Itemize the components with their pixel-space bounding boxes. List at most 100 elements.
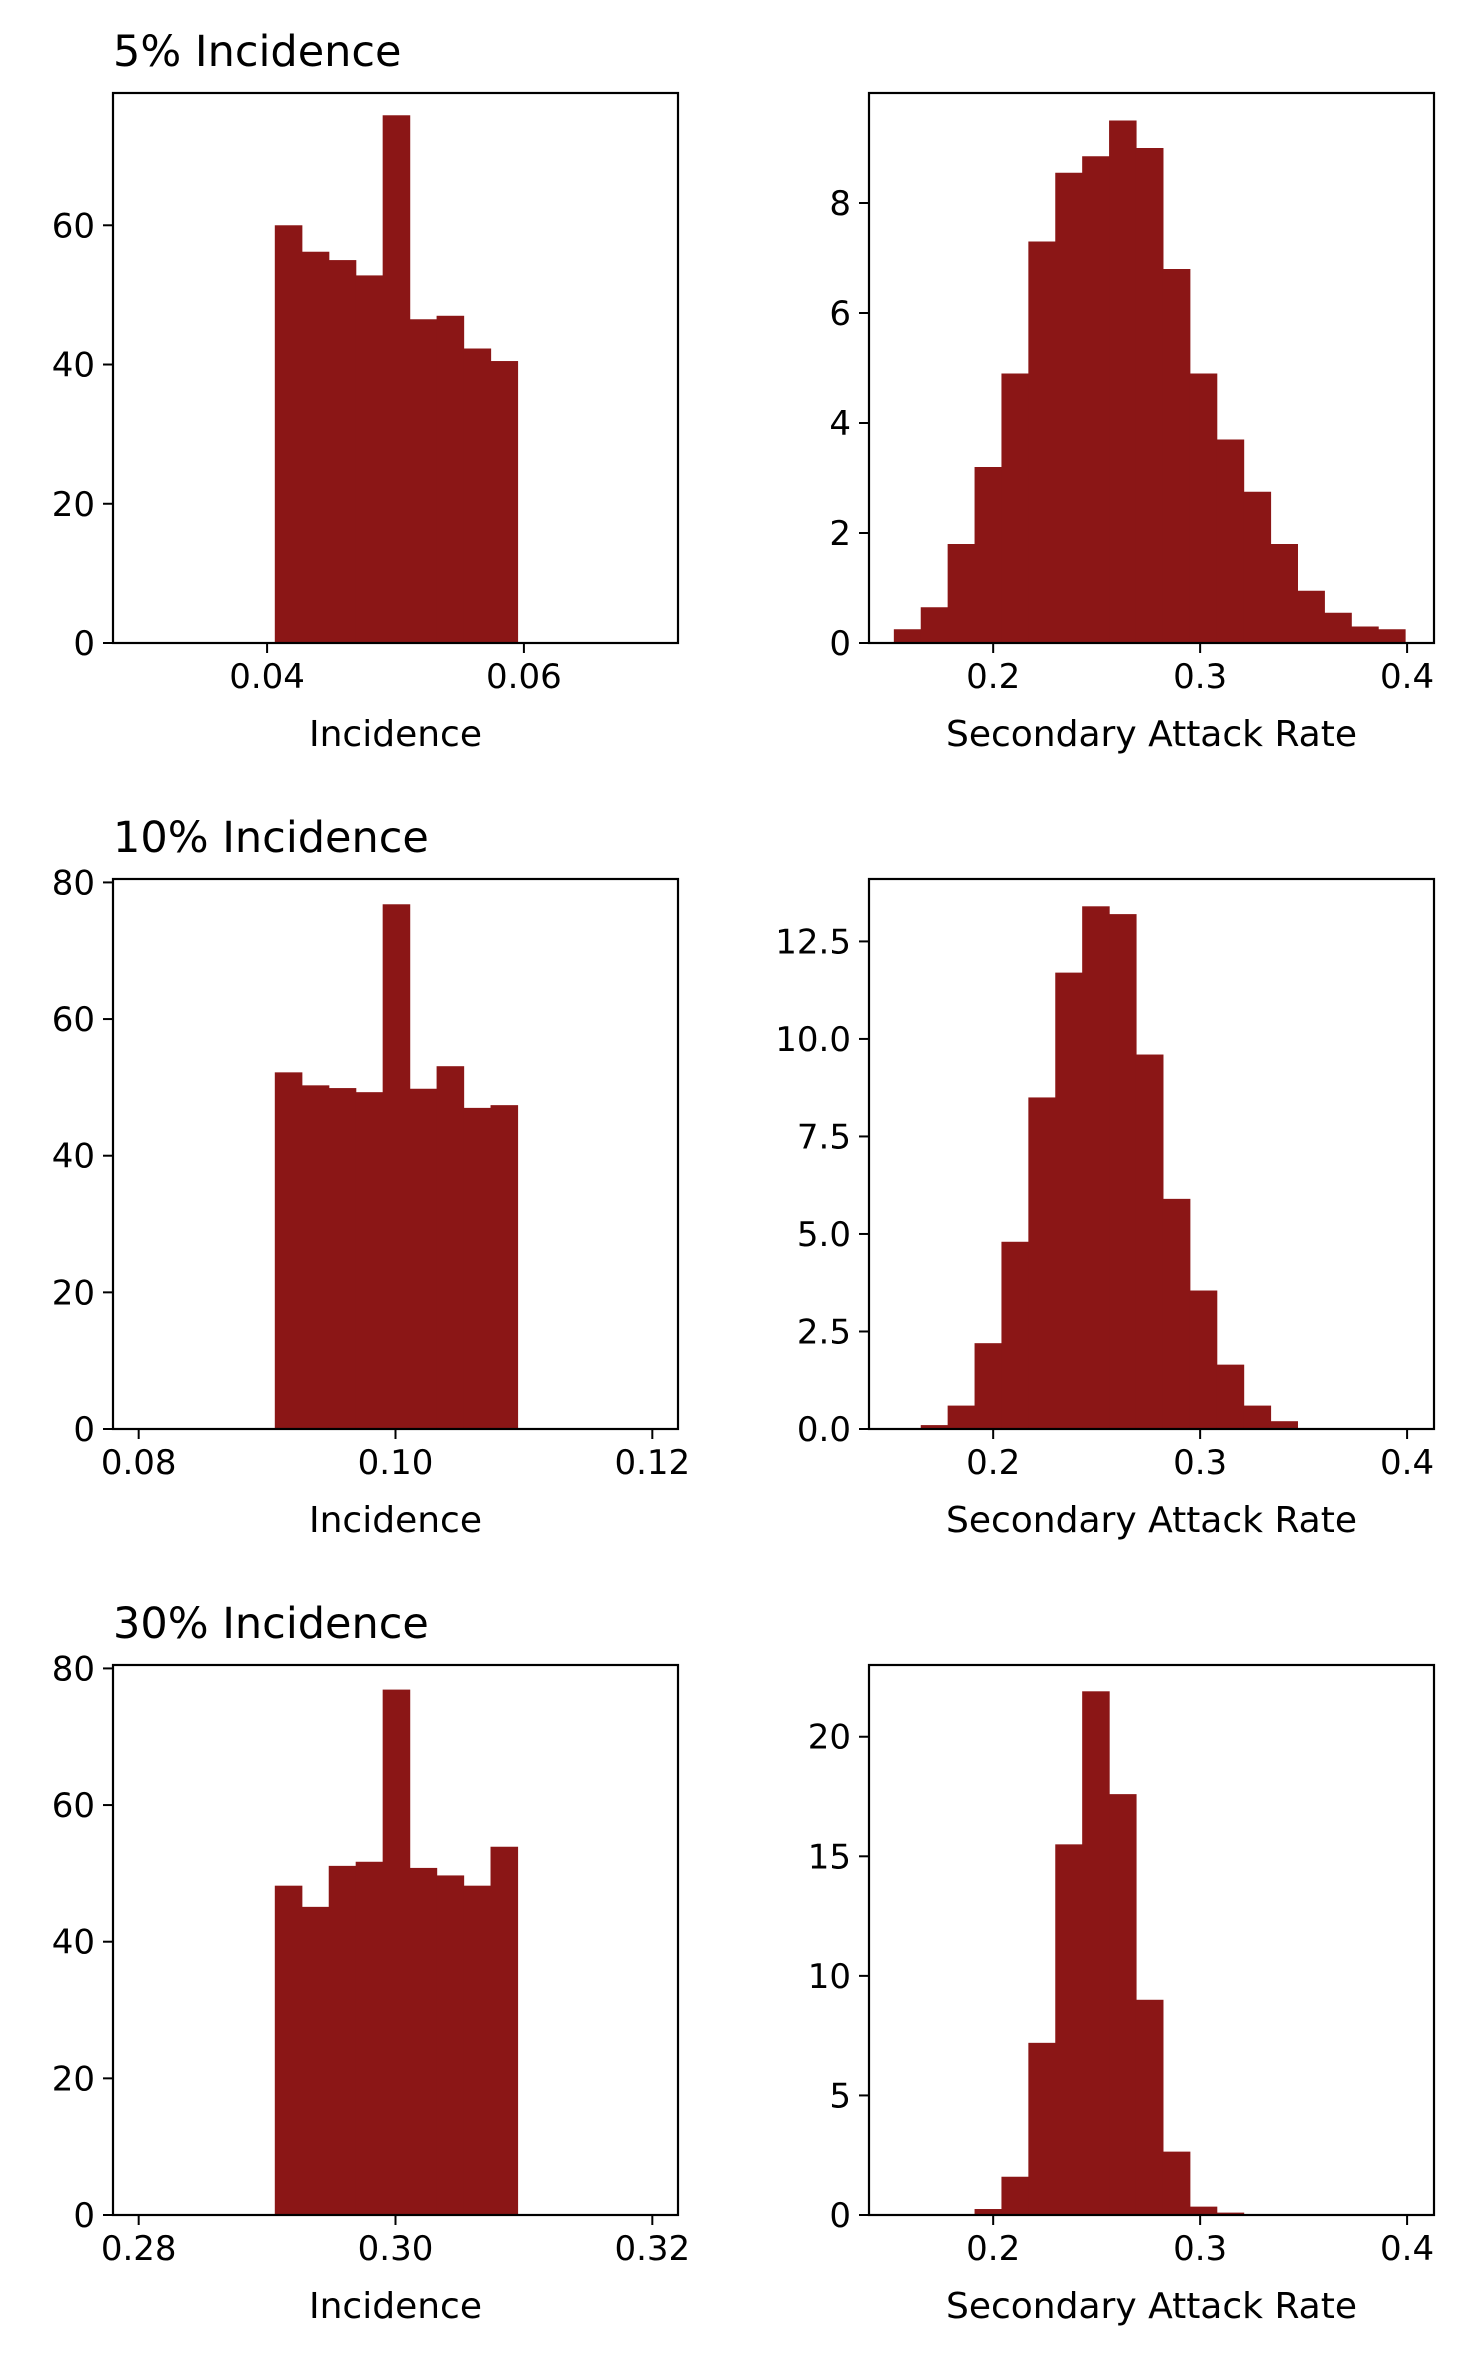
y-tick-label: 6 bbox=[829, 294, 851, 334]
histogram-bar bbox=[1297, 590, 1325, 643]
histogram-panel-1: 0.04 0.06 0 20 40 60 Incidence 5% Incidence bbox=[52, 27, 680, 755]
y-tick-label: 2 bbox=[829, 514, 851, 554]
histogram-bar bbox=[490, 361, 519, 643]
y-tick-label: 40 bbox=[52, 1923, 95, 1963]
histogram-bar bbox=[1324, 612, 1352, 643]
x-tick-label: 0.12 bbox=[614, 1443, 690, 1483]
histogram-bar bbox=[328, 1865, 357, 2215]
x-tick-label: 0.32 bbox=[614, 2229, 690, 2269]
y-tick-label: 40 bbox=[52, 1137, 95, 1177]
histogram-bar bbox=[1135, 1999, 1164, 2215]
histogram-bar bbox=[409, 319, 438, 643]
x-tick-label: 0.3 bbox=[1173, 657, 1227, 697]
histogram-bar bbox=[274, 225, 303, 643]
x-tick-label: 0.4 bbox=[1380, 2229, 1434, 2269]
y-tick-label: 10 bbox=[808, 1957, 851, 1997]
x-axis-label: Incidence bbox=[309, 1500, 482, 1541]
x-tick-label: 0.10 bbox=[358, 1443, 434, 1483]
histogram-bar bbox=[1135, 148, 1164, 643]
histogram-panel-4: 0.2 0.3 0.4 0.0 2.5 5.0 7.5 10.0 12.5 Secondary A… bbox=[775, 877, 1436, 1541]
histogram-bar bbox=[1189, 373, 1218, 643]
histogram-bar bbox=[974, 2209, 1003, 2215]
histogram-bar bbox=[409, 1867, 438, 2215]
y-tick-label: 5 bbox=[829, 2076, 851, 2116]
histogram-bar bbox=[1055, 972, 1083, 1429]
histogram-bar bbox=[893, 629, 922, 643]
panel-title: 10% Incidence bbox=[113, 813, 429, 863]
histogram-bar bbox=[436, 315, 465, 643]
histogram-bar bbox=[1243, 1405, 1272, 1429]
histogram-bar bbox=[1162, 269, 1191, 643]
histogram-bar bbox=[1189, 1290, 1218, 1429]
x-tick-label: 0.3 bbox=[1173, 2229, 1227, 2269]
histogram-bar bbox=[1055, 172, 1083, 643]
histogram-bar bbox=[382, 904, 411, 1429]
y-tick-label: 20 bbox=[52, 2059, 95, 2099]
y-tick-label: 10.0 bbox=[775, 1020, 851, 1060]
y-tick-label: 0.0 bbox=[797, 1410, 851, 1450]
histogram-bar bbox=[463, 348, 492, 643]
y-tick-label: 80 bbox=[52, 863, 95, 903]
histogram-bar bbox=[436, 1066, 465, 1429]
histogram-bar bbox=[463, 1107, 492, 1429]
y-tick-label: 20 bbox=[52, 485, 95, 525]
axes-frame bbox=[867, 877, 1436, 1431]
histogram-bar bbox=[409, 1088, 438, 1429]
y-tick-label: 0 bbox=[829, 624, 851, 664]
histogram-bar bbox=[1162, 1198, 1191, 1429]
x-tick-label: 0.4 bbox=[1380, 657, 1434, 697]
histogram-bar bbox=[301, 1906, 330, 2215]
x-axis-label: Secondary Attack Rate bbox=[946, 1500, 1357, 1541]
histogram-bar bbox=[1216, 1364, 1245, 1429]
x-tick-label: 0.30 bbox=[358, 2229, 434, 2269]
histogram-bar bbox=[947, 1405, 976, 1429]
y-tick-label: 8 bbox=[829, 184, 851, 224]
histogram-bar bbox=[974, 1343, 1003, 1429]
x-tick-label: 0.04 bbox=[229, 657, 305, 697]
histogram-bar bbox=[1109, 1794, 1137, 2215]
y-tick-label: 12.5 bbox=[775, 922, 851, 962]
histogram-bar bbox=[436, 1875, 465, 2215]
y-tick-label: 60 bbox=[52, 206, 95, 246]
histogram-bar bbox=[1270, 544, 1298, 643]
histogram-bar bbox=[1162, 2151, 1191, 2215]
histogram-panel-5: 0.28 0.30 0.32 0 20 40 60 80 Incidence 30% Incide… bbox=[52, 1599, 690, 2327]
x-axis-label: Secondary Attack Rate bbox=[946, 2286, 1357, 2327]
y-tick-label: 0 bbox=[73, 624, 95, 664]
histogram-bar bbox=[301, 1085, 330, 1429]
x-tick-label: 0.08 bbox=[101, 1443, 177, 1483]
axes-frame bbox=[111, 91, 680, 645]
histogram-bar bbox=[355, 275, 384, 643]
x-axis-label: Incidence bbox=[309, 714, 482, 755]
y-tick-label: 2.5 bbox=[797, 1312, 851, 1352]
x-tick-label: 0.4 bbox=[1380, 1443, 1434, 1483]
histogram-panel-2: 0.2 0.3 0.4 0 2 4 6 8 Secondary Attack Rate bbox=[829, 91, 1436, 755]
axes-frame bbox=[867, 1663, 1436, 2217]
histogram-bar bbox=[328, 1088, 357, 1429]
y-tick-label: 0 bbox=[73, 2196, 95, 2236]
histogram-bar bbox=[355, 1092, 384, 1429]
histogram-bar bbox=[1001, 1241, 1029, 1429]
x-tick-label: 0.3 bbox=[1173, 1443, 1227, 1483]
y-tick-label: 60 bbox=[52, 1786, 95, 1826]
y-tick-label: 7.5 bbox=[797, 1117, 851, 1157]
histogram-bar bbox=[1109, 120, 1137, 643]
y-tick-label: 0 bbox=[73, 1410, 95, 1450]
histogram-bar bbox=[1028, 1097, 1056, 1429]
y-tick-label: 4 bbox=[829, 404, 851, 444]
histogram-bar bbox=[974, 467, 1003, 643]
x-axis-label: Secondary Attack Rate bbox=[946, 714, 1357, 755]
y-tick-label: 5.0 bbox=[797, 1215, 851, 1255]
histogram-bar bbox=[1216, 2212, 1245, 2215]
histogram-bar bbox=[274, 1072, 303, 1429]
histogram-bar bbox=[1351, 626, 1379, 643]
histogram-bar bbox=[301, 251, 330, 644]
x-tick-label: 0.28 bbox=[101, 2229, 177, 2269]
histogram-bar bbox=[947, 544, 976, 643]
histogram-bar bbox=[382, 115, 411, 643]
y-tick-label: 40 bbox=[52, 346, 95, 386]
x-tick-label: 0.06 bbox=[486, 657, 562, 697]
histogram-bar bbox=[1135, 1054, 1164, 1429]
histogram-bar bbox=[1082, 156, 1110, 643]
